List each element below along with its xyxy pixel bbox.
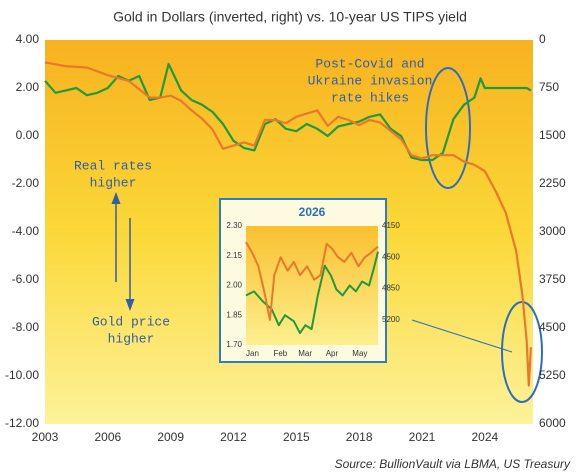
y2-tick-label: 4500: [539, 320, 566, 334]
highlight-ellipse: [425, 67, 471, 189]
y-tick-label: -2.00: [12, 176, 40, 190]
y2-tick-label: 3750: [539, 272, 566, 286]
annotation: higher: [90, 175, 137, 190]
y2-tick-label: 4850: [382, 284, 400, 293]
x-tick-label: 2021: [409, 430, 436, 444]
main-chart: 4.00 2.00 0.00 -2.00 -4.00 -6.00 -8.00 -10.00 -1…: [5, 32, 566, 444]
y2-tick-label: 1500: [539, 128, 566, 142]
y-tick-label: -8.00: [12, 320, 40, 334]
x-tick-label: Apr: [326, 349, 339, 358]
x-tick-label: 2006: [94, 430, 121, 444]
x-tick-label: Jan: [246, 349, 259, 358]
annotation: higher: [108, 331, 155, 346]
y-tick-label: 2.30: [226, 221, 242, 230]
y2-tick-label: 5200: [382, 315, 400, 324]
series-line: [44, 61, 532, 387]
annotation: Real rates: [74, 158, 152, 173]
y2-tick-label: 2250: [539, 176, 566, 190]
series-line: [245, 251, 379, 335]
inset-title: 2026: [299, 205, 326, 219]
y-tick-label: 2.15: [226, 251, 242, 260]
x-tick-label: May: [352, 349, 367, 358]
y2-tick-label: 4150: [382, 221, 400, 230]
x-tick-label: 2003: [32, 430, 59, 444]
y-tick-label: 2.00: [16, 80, 40, 94]
annotation: Ukraine invasion: [308, 73, 433, 88]
y2-tick-label: 750: [539, 80, 559, 94]
y-tick-label: -6.00: [12, 272, 40, 286]
annotation: rate hikes: [331, 90, 409, 105]
chart-title: Gold in Dollars (inverted, right) vs. 10…: [113, 9, 467, 25]
y2-tick-label: 5250: [539, 368, 566, 382]
y-tick-label: -12.00: [5, 416, 39, 430]
x-tick-label: Mar: [298, 349, 312, 358]
y2-tick-label: 3000: [539, 224, 566, 238]
x-tick-label: 2009: [157, 430, 184, 444]
y2-tick-label: 4500: [382, 252, 400, 261]
x-tick-label: 2024: [471, 430, 498, 444]
x-tick-label: 2015: [283, 430, 310, 444]
connector: [411, 319, 513, 353]
y-tick-label: -4.00: [12, 224, 40, 238]
annotation: Gold price: [92, 314, 170, 329]
y-tick-label: -10.00: [5, 368, 39, 382]
y-tick-label: 0.00: [16, 128, 40, 142]
source: Source: BullionVault via LBMA, US Treasu…: [335, 457, 571, 471]
y2-tick-label: 0: [539, 32, 546, 46]
x-tick-label: Feb: [273, 349, 287, 358]
y-tick-label: 2.00: [226, 281, 242, 290]
x-tick-label: 2012: [220, 430, 247, 444]
y-tick-label: 1.85: [226, 310, 242, 319]
y-tick-label: 4.00: [16, 32, 40, 46]
series-line: [245, 241, 379, 321]
y2-tick-label: 6000: [539, 416, 566, 430]
y-tick-label: 1.70: [226, 340, 242, 349]
x-tick-label: 2018: [346, 430, 373, 444]
annotation: Post-Covid and: [315, 56, 424, 71]
inset-chart: 2.30 2.15 2.00 1.85 1.70 4150 4500 4850 5200 Jan F…: [226, 221, 400, 358]
